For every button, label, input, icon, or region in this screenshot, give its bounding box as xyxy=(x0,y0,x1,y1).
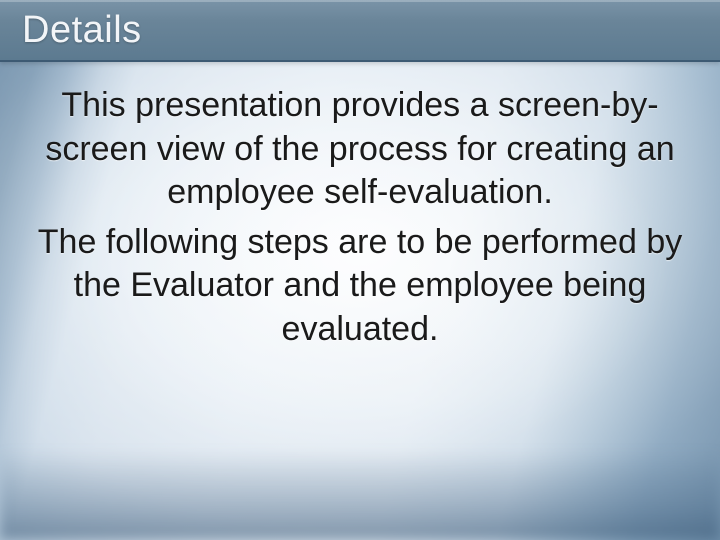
slide-title: Details xyxy=(22,9,142,52)
title-bar: Details xyxy=(0,0,720,62)
slide-body-text: This presentation provides a screen-by-s… xyxy=(34,84,686,357)
body-paragraph: This presentation provides a screen-by-s… xyxy=(34,84,686,215)
slide-body: This presentation provides a screen-by-s… xyxy=(34,78,686,480)
body-paragraph: The following steps are to be performed … xyxy=(34,221,686,352)
